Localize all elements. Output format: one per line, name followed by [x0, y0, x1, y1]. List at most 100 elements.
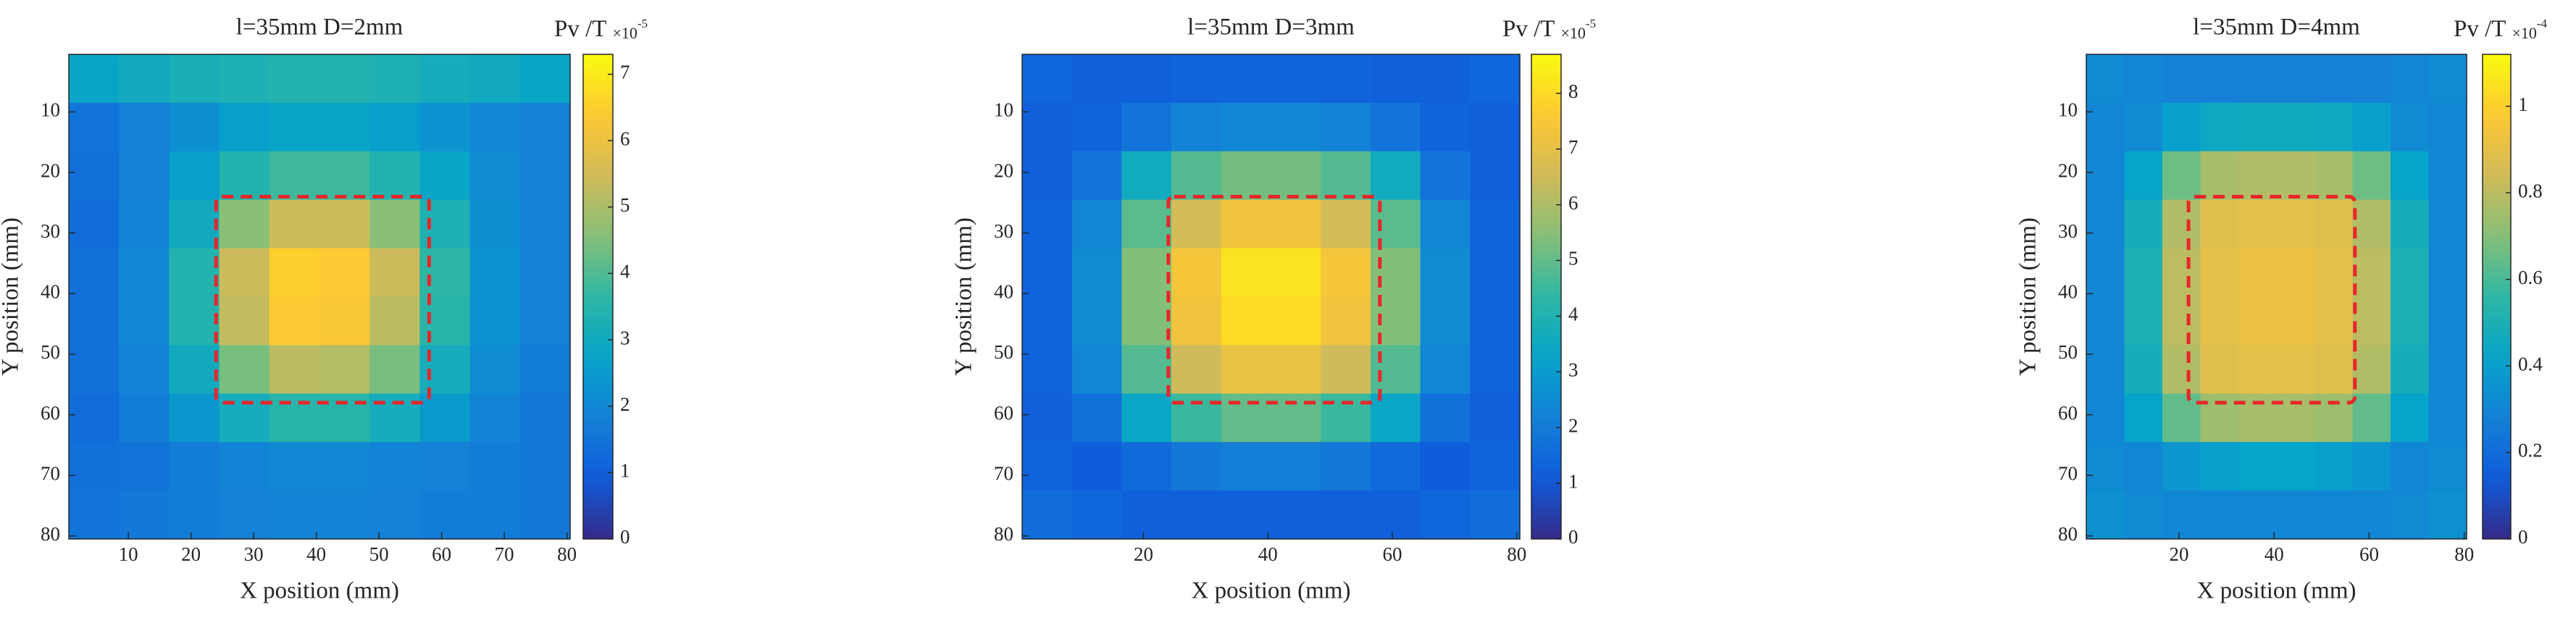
- heat-cell: [2162, 102, 2201, 152]
- heat-cell: [1221, 248, 1272, 298]
- heat-cell: [119, 151, 170, 201]
- heat-cell: [1022, 199, 1073, 249]
- x-tick-label: 60: [2359, 543, 2379, 565]
- highlight-box: [214, 195, 431, 405]
- heat-cell: [1022, 345, 1073, 394]
- heat-cell: [169, 393, 220, 443]
- heat-cell: [2276, 151, 2315, 201]
- heat-cell: [1171, 199, 1222, 249]
- heat-cell: [369, 248, 420, 298]
- heat-cell: [1171, 54, 1222, 104]
- heat-cell: [2428, 248, 2467, 298]
- heat-cell: [1022, 490, 1073, 540]
- heat-cell: [169, 248, 220, 298]
- colorbar-exponent: -4: [2537, 17, 2548, 30]
- heat-cell: [1321, 54, 1371, 104]
- heat-cell: [269, 393, 320, 443]
- heat-cell: [2086, 199, 2125, 249]
- heat-cell: [419, 393, 471, 443]
- colorbar-multiplier: ×10: [1560, 24, 1585, 42]
- colorbar-label: Pv /T: [554, 16, 606, 42]
- heat-cell: [1420, 442, 1471, 491]
- heat-cell: [369, 296, 420, 346]
- heat-cell: [2391, 345, 2430, 394]
- heat-cell: [2276, 345, 2315, 394]
- heat-cell: [69, 442, 120, 491]
- heat-cell: [169, 54, 220, 104]
- y-tick-label: 40: [41, 281, 60, 303]
- heat-cell: [269, 151, 320, 201]
- heat-cell: [269, 199, 320, 249]
- heat-cell: [219, 490, 270, 540]
- y-tick-label: 70: [41, 462, 60, 484]
- heat-cell: [519, 151, 571, 201]
- colorbar-tick-label: 1: [2518, 93, 2528, 115]
- heat-cell: [319, 54, 370, 104]
- heat-cell: [169, 151, 220, 201]
- heat-cell: [1470, 54, 1521, 104]
- heat-cell: [1470, 442, 1521, 491]
- heat-cell: [1221, 102, 1272, 152]
- heat-cell: [1022, 102, 1073, 152]
- heat-cell: [2391, 296, 2430, 346]
- heat-cell: [2162, 393, 2201, 443]
- heat-cell: [119, 490, 170, 540]
- heat-cell: [169, 199, 220, 249]
- colorbar-tick-label: 0: [1568, 526, 1578, 548]
- heat-cell: [519, 199, 571, 249]
- heat-cell: [519, 296, 571, 346]
- heat-cell: [1370, 490, 1421, 540]
- heat-cell: [1071, 442, 1122, 491]
- colorbar-tick-label: 4: [1568, 304, 1578, 325]
- heat-cell: [319, 345, 370, 394]
- heat-cell: [2162, 199, 2201, 249]
- colorbar-tick-label: 6: [1568, 192, 1578, 214]
- heat-cell: [2352, 151, 2391, 201]
- colorbar-exponent: -5: [637, 17, 648, 30]
- heat-cell: [1022, 393, 1073, 443]
- heat-cell: [1221, 442, 1272, 491]
- x-tick-label: 60: [1382, 543, 1402, 565]
- x-tick-label: 50: [369, 543, 389, 565]
- y-tick-label: 10: [2058, 99, 2078, 121]
- heat-cell: [69, 393, 120, 443]
- heat-cell: [1470, 345, 1521, 394]
- heat-cell: [1271, 151, 1321, 201]
- colorbar-label: Pv /T: [1502, 16, 1555, 42]
- chart-title: l=35mm D=3mm: [1187, 14, 1355, 41]
- heat-cell: [2314, 199, 2354, 249]
- heat-cell: [69, 54, 120, 104]
- heat-cell: [2124, 490, 2163, 540]
- heat-cell: [319, 199, 370, 249]
- heat-cell: [419, 54, 471, 104]
- y-axis-label: Y position (mm): [0, 217, 24, 376]
- heat-cell: [69, 199, 120, 249]
- heat-cell: [519, 490, 571, 540]
- heat-cell: [1321, 296, 1371, 346]
- heat-cell: [2162, 54, 2201, 104]
- heat-cell: [2238, 490, 2278, 540]
- heat-cell: [319, 102, 370, 152]
- colorbar: [2482, 54, 2512, 540]
- heat-cell: [1022, 442, 1073, 491]
- heat-cell: [2276, 442, 2315, 491]
- heat-cell: [1121, 54, 1172, 104]
- colorbar-tick-label: 7: [1568, 136, 1578, 158]
- heat-cell: [1121, 102, 1172, 152]
- y-tick-label: 60: [2058, 402, 2078, 424]
- heat-cell: [1071, 248, 1122, 298]
- heat-cell: [269, 296, 320, 346]
- colorbar-tick-label: 0.8: [2518, 180, 2543, 201]
- heat-cell: [119, 442, 170, 491]
- heat-cell: [2391, 248, 2430, 298]
- y-tick-label: 20: [994, 159, 1013, 181]
- heat-cell: [2086, 490, 2125, 540]
- heat-cell: [1221, 54, 1272, 104]
- heat-cell: [319, 490, 370, 540]
- heat-cell: [219, 248, 270, 298]
- heat-cell: [419, 102, 471, 152]
- heat-cell: [2086, 54, 2125, 104]
